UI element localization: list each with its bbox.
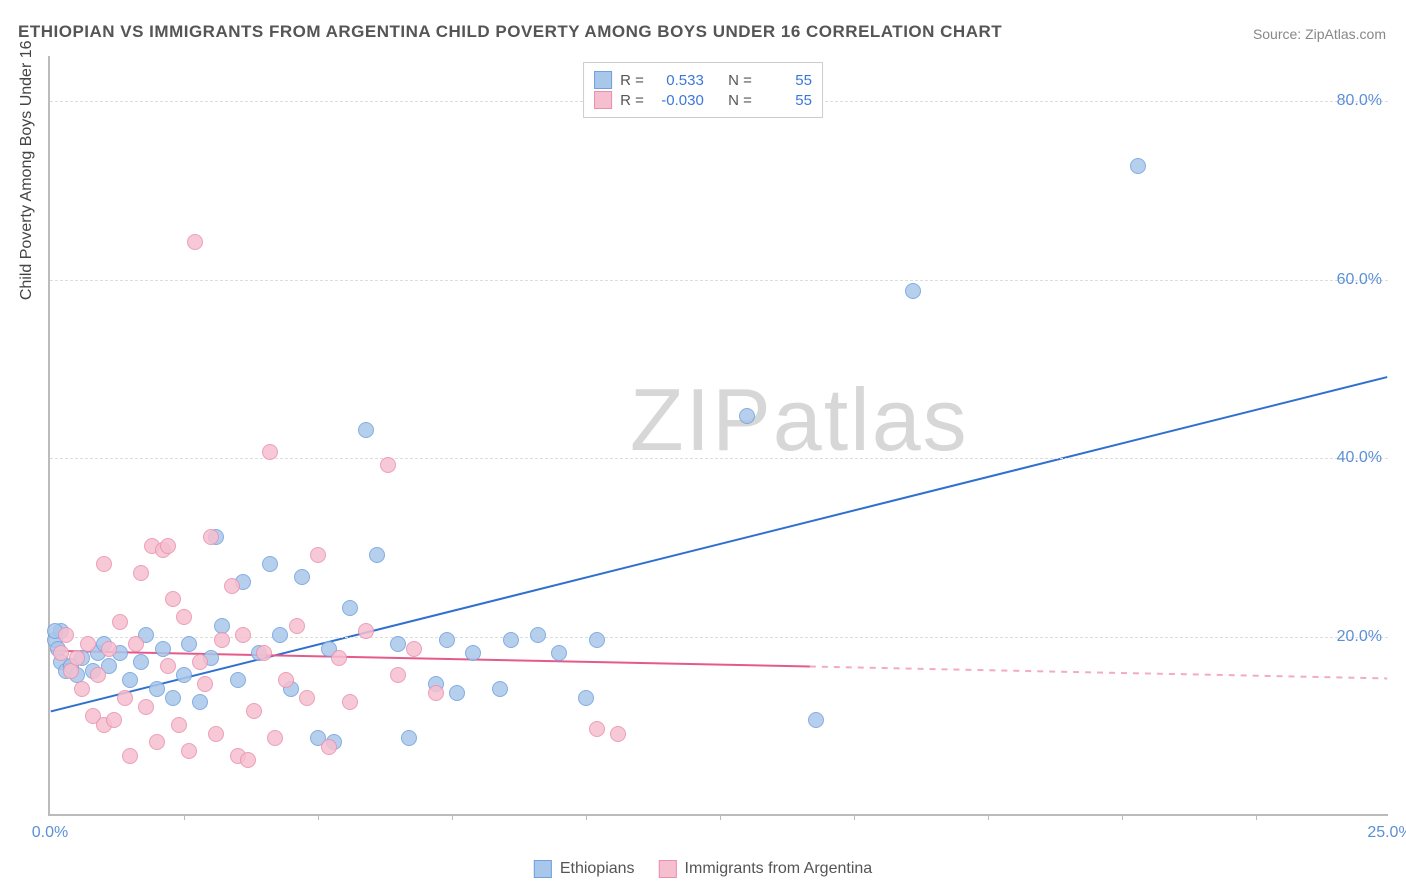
legend-row: R = -0.030 N = 55 (594, 91, 812, 109)
gridline (50, 637, 1388, 638)
legend-item: Ethiopians (534, 860, 635, 878)
legend-row: R = 0.533 N = 55 (594, 71, 812, 89)
x-tick-mark (720, 814, 721, 820)
source-attribution: Source: ZipAtlas.com (1253, 26, 1386, 42)
n-value: 55 (760, 92, 812, 109)
trend-line-dashed (810, 667, 1387, 679)
y-tick-label: 80.0% (1337, 92, 1382, 110)
gridline (50, 458, 1388, 459)
y-tick-label: 60.0% (1337, 271, 1382, 289)
correlation-legend: R = 0.533 N = 55 R = -0.030 N = 55 (583, 62, 823, 118)
y-axis-label: Child Poverty Among Boys Under 16 (18, 40, 36, 300)
source-link[interactable]: ZipAtlas.com (1305, 26, 1386, 42)
n-label: N = (728, 92, 752, 109)
y-tick-label: 20.0% (1337, 628, 1382, 646)
trend-lines (50, 56, 1388, 814)
trend-line (51, 651, 810, 667)
legend-swatch (594, 71, 612, 89)
legend-label: Ethiopians (560, 860, 635, 878)
x-tick-mark (586, 814, 587, 820)
x-tick-mark (1256, 814, 1257, 820)
r-label: R = (620, 92, 644, 109)
x-tick-mark (184, 814, 185, 820)
r-value: 0.533 (652, 72, 704, 89)
legend-swatch (594, 91, 612, 109)
x-tick-mark (854, 814, 855, 820)
source-label: Source: (1253, 26, 1301, 42)
trend-line (51, 377, 1387, 711)
legend-label: Immigrants from Argentina (685, 860, 873, 878)
r-label: R = (620, 72, 644, 89)
plot-area: ZIPatlas 20.0%40.0%60.0%80.0%0.0%25.0% (48, 56, 1388, 816)
x-tick-mark (1122, 814, 1123, 820)
y-tick-label: 40.0% (1337, 449, 1382, 467)
x-tick-mark (988, 814, 989, 820)
x-tick-label: 25.0% (1367, 824, 1406, 842)
series-legend: Ethiopians Immigrants from Argentina (534, 860, 872, 878)
n-label: N = (728, 72, 752, 89)
r-value: -0.030 (652, 92, 704, 109)
n-value: 55 (760, 72, 812, 89)
chart-title: ETHIOPIAN VS IMMIGRANTS FROM ARGENTINA C… (18, 22, 1002, 42)
x-tick-mark (318, 814, 319, 820)
gridline (50, 280, 1388, 281)
legend-swatch (534, 860, 552, 878)
legend-item: Immigrants from Argentina (659, 860, 873, 878)
x-tick-label: 0.0% (32, 824, 68, 842)
legend-swatch (659, 860, 677, 878)
x-tick-mark (452, 814, 453, 820)
